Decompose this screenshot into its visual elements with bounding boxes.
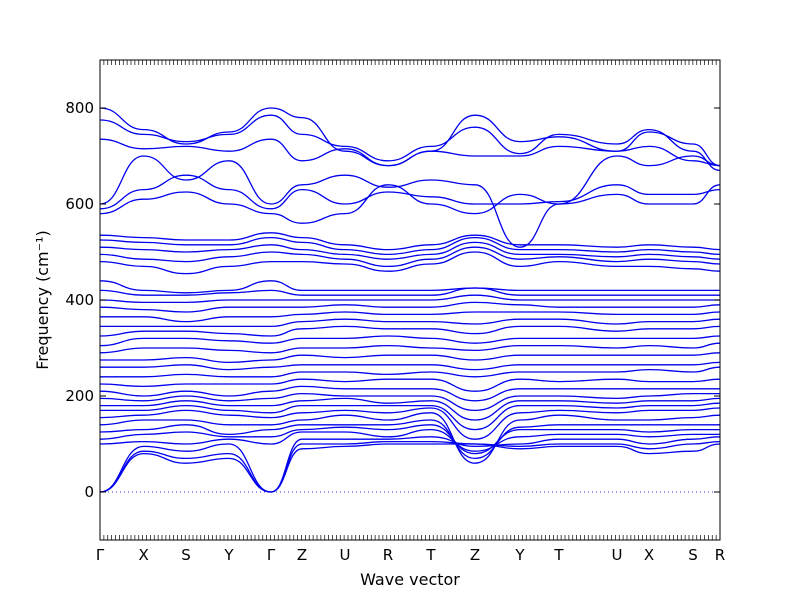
kpoint-label: Γ <box>96 546 105 564</box>
band-line <box>100 184 720 224</box>
y-tick-label: 400 <box>65 291 94 309</box>
band-line <box>100 440 720 493</box>
band-line <box>100 397 720 421</box>
band-line <box>100 232 720 251</box>
band-line <box>100 402 720 431</box>
band-line <box>100 174 720 210</box>
band-line <box>100 311 720 323</box>
band-line <box>100 436 720 493</box>
band-line <box>100 443 720 493</box>
band-line <box>100 280 720 294</box>
y-tick-label: 600 <box>65 195 94 213</box>
kpoint-label: T <box>553 546 564 564</box>
band-line <box>100 236 720 256</box>
y-tick-label: 200 <box>65 387 94 405</box>
kpoint-label: S <box>181 546 191 564</box>
kpoint-label: X <box>644 546 654 564</box>
kpoint-label: Y <box>514 546 525 564</box>
band-line <box>100 241 720 260</box>
band-line <box>100 385 720 402</box>
band-line <box>100 366 720 378</box>
band-line <box>100 378 720 392</box>
band-line <box>100 301 720 313</box>
kpoint-label: U <box>612 546 623 564</box>
kpoint-label: R <box>383 546 393 564</box>
band-line <box>100 352 720 364</box>
band-line <box>100 287 720 296</box>
kpoint-label: X <box>138 546 148 564</box>
kpoint-label: R <box>715 546 725 564</box>
band-line <box>100 392 720 412</box>
band-line <box>100 419 720 460</box>
kpoint-label: Γ <box>267 546 276 564</box>
band-line <box>100 424 720 455</box>
x-axis-label: Wave vector <box>360 570 460 589</box>
band-line <box>100 412 720 464</box>
band-line <box>100 251 720 275</box>
band-line <box>100 335 720 347</box>
kpoint-label: T <box>425 546 436 564</box>
band-line <box>100 407 720 440</box>
y-tick-label: 800 <box>65 99 94 117</box>
band-line <box>100 294 720 304</box>
band-line <box>100 428 720 452</box>
y-axis-label: Frequency (cm⁻¹) <box>33 230 52 369</box>
band-line <box>100 155 720 248</box>
band-line <box>100 342 720 354</box>
band-line <box>100 246 720 268</box>
kpoint-label: S <box>688 546 698 564</box>
band-line <box>100 107 720 167</box>
kpoint-label: Y <box>223 546 234 564</box>
kpoint-label: Z <box>470 546 480 564</box>
band-line <box>100 318 720 328</box>
kpoint-label: Z <box>297 546 307 564</box>
band-line <box>100 361 720 371</box>
kpoint-label: U <box>340 546 351 564</box>
y-tick-label: 0 <box>84 483 94 501</box>
band-line <box>100 325 720 337</box>
plot-area <box>100 107 720 493</box>
